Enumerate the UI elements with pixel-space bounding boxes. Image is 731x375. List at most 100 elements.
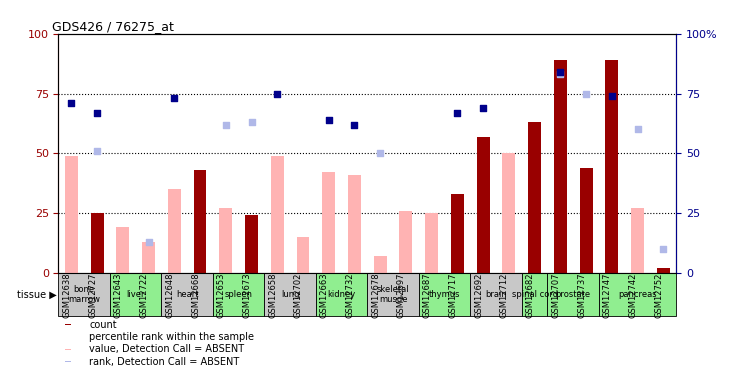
FancyBboxPatch shape xyxy=(265,273,316,316)
Bar xyxy=(580,168,593,273)
Bar xyxy=(605,60,618,273)
Point xyxy=(452,110,463,116)
FancyBboxPatch shape xyxy=(110,273,162,316)
FancyBboxPatch shape xyxy=(58,273,110,316)
Text: spinal cord: spinal cord xyxy=(512,290,558,299)
Bar xyxy=(194,170,206,273)
Point xyxy=(323,117,335,123)
Point xyxy=(580,90,592,96)
FancyBboxPatch shape xyxy=(599,273,676,316)
Bar xyxy=(400,211,412,273)
Text: tissue ▶: tissue ▶ xyxy=(18,290,57,299)
Bar xyxy=(451,194,464,273)
Bar xyxy=(425,213,438,273)
Bar xyxy=(348,175,361,273)
Bar xyxy=(116,228,129,273)
FancyBboxPatch shape xyxy=(522,273,548,316)
Point xyxy=(374,150,386,156)
Bar xyxy=(554,60,567,273)
Bar xyxy=(297,237,309,273)
Text: GSM12648: GSM12648 xyxy=(165,273,174,318)
Text: thymus: thymus xyxy=(429,290,461,299)
Point xyxy=(349,122,360,128)
Bar xyxy=(219,209,232,273)
Bar xyxy=(529,122,541,273)
Text: GSM12712: GSM12712 xyxy=(500,273,509,318)
Point xyxy=(632,126,643,132)
Text: spleen: spleen xyxy=(224,290,253,299)
Point xyxy=(91,110,103,116)
Text: GSM12732: GSM12732 xyxy=(346,273,355,318)
Text: rank, Detection Call = ABSENT: rank, Detection Call = ABSENT xyxy=(89,357,240,367)
Text: GDS426 / 76275_at: GDS426 / 76275_at xyxy=(53,20,174,33)
Bar xyxy=(657,268,670,273)
FancyBboxPatch shape xyxy=(162,273,213,316)
Text: GSM12752: GSM12752 xyxy=(654,273,663,318)
Point xyxy=(220,122,232,128)
Text: pancreas: pancreas xyxy=(618,290,657,299)
Text: liver: liver xyxy=(126,290,145,299)
FancyBboxPatch shape xyxy=(419,273,470,316)
Bar xyxy=(91,213,104,273)
Text: GSM12707: GSM12707 xyxy=(551,273,561,318)
Text: kidney: kidney xyxy=(327,290,356,299)
Bar xyxy=(245,216,258,273)
Text: GSM12692: GSM12692 xyxy=(474,273,483,318)
Point xyxy=(477,105,489,111)
Bar xyxy=(64,349,72,350)
Text: GSM12722: GSM12722 xyxy=(140,273,148,318)
Bar xyxy=(168,189,181,273)
Point xyxy=(91,148,103,154)
Point xyxy=(555,69,567,75)
Text: prostate: prostate xyxy=(556,290,591,299)
Text: GSM12638: GSM12638 xyxy=(62,273,72,318)
Point xyxy=(555,71,567,77)
Point xyxy=(246,119,257,125)
Bar xyxy=(270,156,284,273)
Text: heart: heart xyxy=(176,290,198,299)
Text: GSM12702: GSM12702 xyxy=(294,273,303,318)
FancyBboxPatch shape xyxy=(316,273,367,316)
FancyBboxPatch shape xyxy=(470,273,522,316)
Text: GSM12678: GSM12678 xyxy=(371,273,380,318)
Text: percentile rank within the sample: percentile rank within the sample xyxy=(89,332,254,342)
Point xyxy=(168,95,180,101)
Text: GSM12658: GSM12658 xyxy=(268,273,277,318)
Text: lung: lung xyxy=(281,290,300,299)
Point xyxy=(143,239,154,245)
FancyBboxPatch shape xyxy=(367,273,419,316)
Text: GSM12742: GSM12742 xyxy=(629,273,637,318)
Bar xyxy=(477,136,490,273)
Bar xyxy=(374,256,387,273)
FancyBboxPatch shape xyxy=(213,273,265,316)
Text: GSM12717: GSM12717 xyxy=(448,273,458,318)
Bar xyxy=(502,153,515,273)
Text: GSM12687: GSM12687 xyxy=(423,273,432,318)
Text: GSM12653: GSM12653 xyxy=(217,273,226,318)
Text: GSM12697: GSM12697 xyxy=(397,273,406,318)
Bar xyxy=(65,156,77,273)
Text: GSM12747: GSM12747 xyxy=(603,273,612,318)
Text: bone
marrow: bone marrow xyxy=(68,285,100,304)
Text: GSM12682: GSM12682 xyxy=(526,273,534,318)
Point xyxy=(657,246,669,252)
Bar xyxy=(322,172,335,273)
Text: skeletal
musde: skeletal musde xyxy=(376,285,409,304)
Text: GSM12643: GSM12643 xyxy=(114,273,123,318)
Text: brain: brain xyxy=(485,290,507,299)
Text: GSM12673: GSM12673 xyxy=(243,273,251,318)
Bar xyxy=(64,324,72,325)
FancyBboxPatch shape xyxy=(548,273,599,316)
Point xyxy=(606,93,618,99)
Text: count: count xyxy=(89,320,117,330)
Text: GSM12663: GSM12663 xyxy=(319,273,329,318)
Point xyxy=(271,90,283,96)
Bar xyxy=(142,242,155,273)
Bar xyxy=(631,209,644,273)
Bar xyxy=(64,336,72,338)
Text: GSM12737: GSM12737 xyxy=(577,273,586,318)
Text: GSM12727: GSM12727 xyxy=(88,273,97,318)
Point xyxy=(66,100,77,106)
Text: value, Detection Call = ABSENT: value, Detection Call = ABSENT xyxy=(89,344,244,354)
Text: GSM12668: GSM12668 xyxy=(191,273,200,318)
